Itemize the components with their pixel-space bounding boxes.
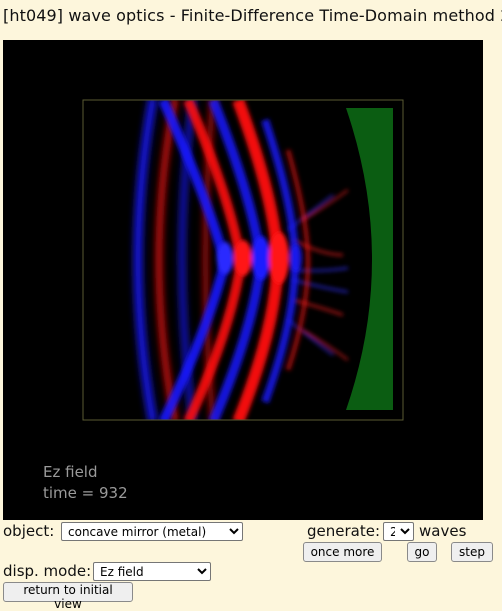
simulation-boundary bbox=[82, 99, 404, 421]
field-mode-label: Ez field bbox=[43, 463, 98, 481]
return-initial-view-button[interactable]: return to initial view bbox=[3, 582, 133, 611]
wave-field bbox=[133, 100, 349, 420]
step-button[interactable]: step bbox=[451, 542, 493, 562]
concave-mirror bbox=[346, 108, 393, 410]
page-title: [ht049] wave optics - Finite-Difference … bbox=[3, 6, 502, 25]
go-button[interactable]: go bbox=[407, 542, 437, 562]
time-counter: time = 932 bbox=[43, 484, 128, 502]
wave-count-select[interactable]: 2 bbox=[383, 522, 414, 541]
object-label: object: bbox=[3, 522, 55, 540]
once-more-button[interactable]: once more bbox=[303, 542, 382, 562]
simulation-canvas[interactable]: Ez field time = 932 bbox=[3, 40, 483, 520]
disp-mode-select[interactable]: Ez field bbox=[93, 562, 211, 581]
disp-mode-label: disp. mode: bbox=[3, 562, 92, 580]
field-visualization bbox=[82, 99, 404, 421]
object-select[interactable]: concave mirror (metal) bbox=[61, 522, 243, 541]
generate-label: generate: bbox=[307, 522, 381, 540]
waves-label: waves bbox=[419, 522, 467, 540]
